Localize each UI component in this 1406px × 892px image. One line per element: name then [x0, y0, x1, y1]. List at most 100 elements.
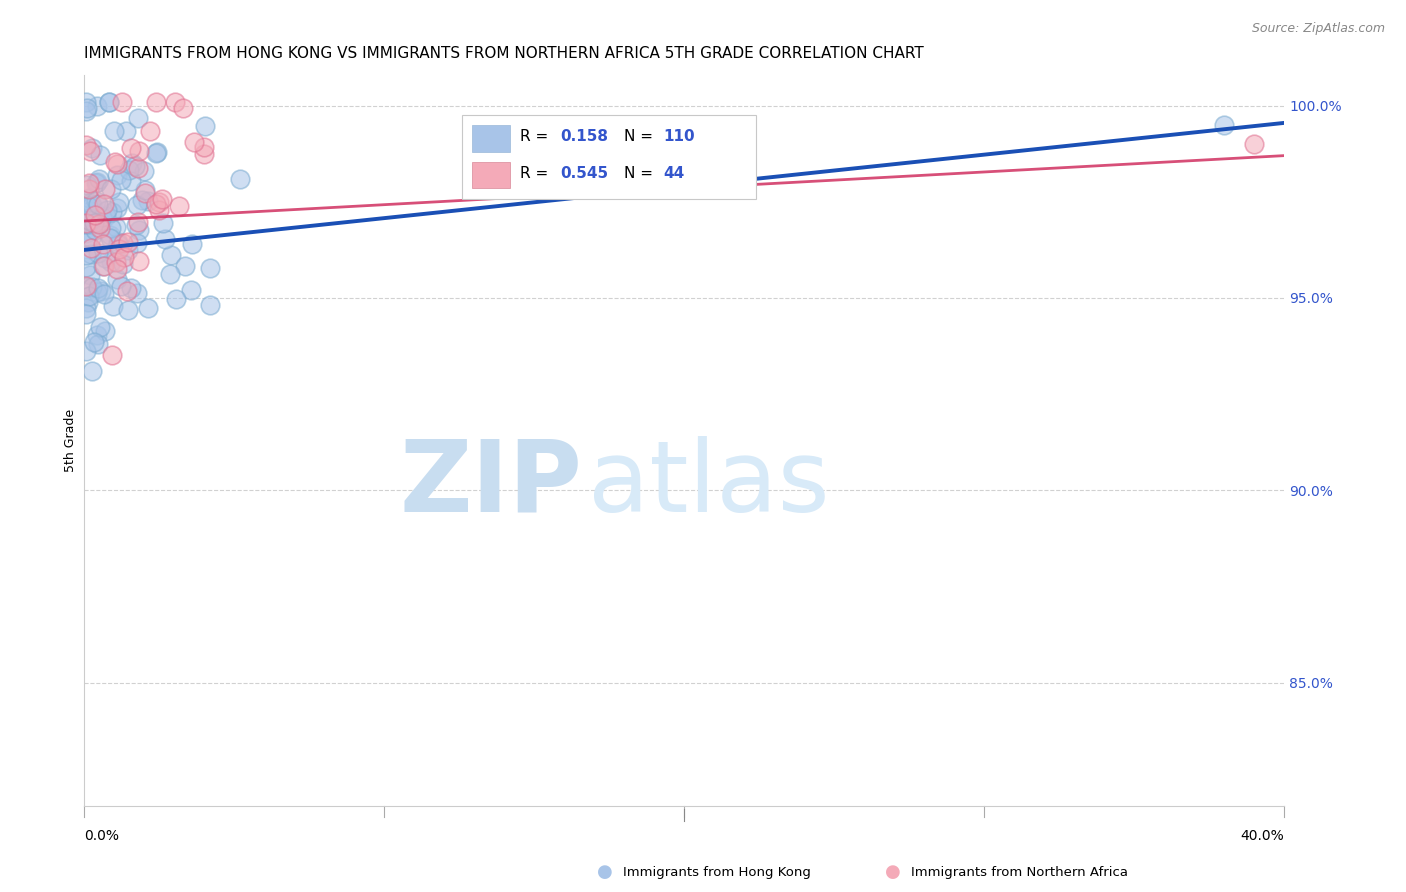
Point: [153, 232, 176, 246]
Point: [80, 140, 103, 154]
Point: [198, 260, 221, 275]
Point: [98, 231, 121, 245]
Point: [200, 298, 222, 312]
Point: [127, 161, 149, 176]
Point: [89, 221, 111, 235]
Point: [127, 215, 149, 229]
Point: [193, 146, 215, 161]
Point: [79, 268, 101, 283]
Point: [128, 222, 150, 236]
Point: [97, 95, 120, 109]
FancyBboxPatch shape: [463, 115, 756, 199]
Point: [124, 160, 146, 174]
Point: [101, 348, 124, 362]
Text: N =: N =: [624, 166, 658, 181]
Point: [150, 192, 173, 206]
Point: [110, 173, 132, 187]
Text: 0.545: 0.545: [561, 166, 609, 181]
Point: [76, 101, 98, 115]
Point: [105, 168, 128, 182]
Point: [89, 320, 111, 334]
Point: [91, 259, 114, 273]
Point: [93, 197, 115, 211]
Point: [127, 236, 149, 251]
Text: N =: N =: [624, 129, 658, 145]
Point: [115, 284, 138, 298]
Point: [159, 268, 181, 282]
Point: [105, 262, 128, 277]
Point: [117, 244, 139, 258]
Point: [105, 254, 128, 268]
Point: [152, 216, 174, 230]
Point: [77, 191, 100, 205]
Point: [84, 208, 107, 222]
Point: [77, 199, 100, 213]
Point: [86, 99, 108, 113]
Point: [75, 260, 97, 274]
Point: [80, 211, 103, 225]
Point: [76, 178, 98, 192]
Text: 40.0%: 40.0%: [1240, 829, 1284, 843]
Point: [79, 144, 101, 158]
Point: [94, 324, 117, 338]
Point: [75, 95, 97, 109]
Point: [136, 301, 159, 315]
Point: [145, 146, 167, 161]
Point: [145, 145, 167, 160]
Point: [120, 141, 142, 155]
Point: [108, 242, 131, 256]
Point: [107, 236, 129, 251]
Point: [163, 95, 186, 109]
Point: [128, 254, 150, 268]
Point: [93, 251, 115, 265]
Point: [75, 301, 97, 316]
Y-axis label: 5th Grade: 5th Grade: [65, 409, 77, 472]
Point: [94, 209, 117, 223]
Point: [1212, 118, 1234, 132]
Point: [98, 227, 121, 242]
Point: [128, 145, 150, 159]
Point: [105, 219, 128, 234]
Point: [165, 292, 187, 306]
Point: [103, 124, 125, 138]
Point: [120, 174, 142, 188]
Point: [108, 194, 131, 209]
Point: [76, 295, 98, 310]
Point: [80, 241, 103, 255]
Text: Immigrants from Northern Africa: Immigrants from Northern Africa: [911, 866, 1128, 879]
Point: [193, 140, 215, 154]
Point: [83, 216, 105, 230]
Point: [76, 217, 98, 231]
Text: Immigrants from Hong Kong: Immigrants from Hong Kong: [623, 866, 811, 879]
Point: [100, 182, 122, 196]
Point: [77, 182, 100, 196]
Point: [87, 216, 110, 230]
Point: [80, 231, 103, 245]
Point: [84, 194, 107, 208]
Point: [75, 216, 97, 230]
Point: [77, 289, 100, 303]
Text: ●: ●: [596, 863, 613, 881]
Point: [148, 203, 170, 218]
Point: [117, 235, 139, 250]
Point: [134, 186, 156, 201]
Point: [80, 247, 103, 261]
Point: [105, 272, 128, 286]
Point: [79, 214, 101, 228]
Point: [91, 236, 114, 251]
Text: R =: R =: [520, 129, 553, 145]
Point: [90, 285, 112, 299]
Text: ZIP: ZIP: [399, 435, 582, 533]
Point: [194, 120, 217, 134]
FancyBboxPatch shape: [471, 125, 510, 152]
Point: [76, 235, 98, 249]
Point: [139, 124, 162, 138]
Point: [75, 248, 97, 262]
Point: [100, 254, 122, 268]
Point: [82, 212, 104, 227]
Point: [181, 236, 204, 251]
Point: [83, 335, 105, 350]
Point: [112, 257, 135, 271]
Point: [79, 196, 101, 211]
Point: [183, 136, 205, 150]
